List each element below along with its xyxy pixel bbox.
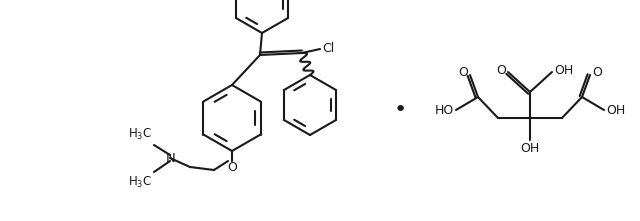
Text: OH: OH bbox=[554, 65, 573, 78]
Text: N: N bbox=[166, 152, 176, 164]
Text: O: O bbox=[592, 67, 602, 80]
Text: OH: OH bbox=[606, 103, 625, 116]
Text: •: • bbox=[394, 100, 406, 120]
Text: O: O bbox=[458, 67, 468, 80]
Text: O: O bbox=[227, 161, 237, 174]
Text: HO: HO bbox=[435, 103, 454, 116]
Text: H$_3$C: H$_3$C bbox=[128, 127, 152, 142]
Text: OH: OH bbox=[520, 142, 540, 155]
Text: Cl: Cl bbox=[322, 42, 334, 55]
Text: O: O bbox=[496, 65, 506, 78]
Text: H$_3$C: H$_3$C bbox=[128, 175, 152, 190]
